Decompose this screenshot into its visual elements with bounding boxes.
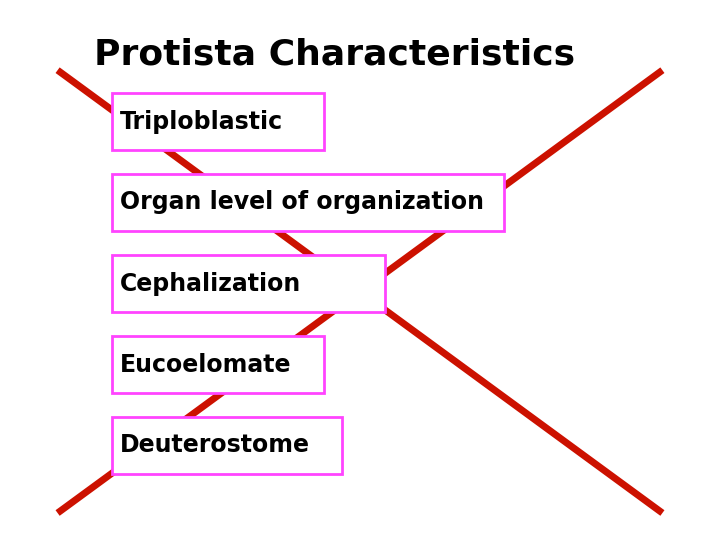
Text: Protista Characteristics: Protista Characteristics — [94, 38, 575, 72]
Text: Triploblastic: Triploblastic — [120, 110, 284, 133]
FancyBboxPatch shape — [112, 174, 504, 231]
FancyBboxPatch shape — [112, 255, 385, 312]
FancyBboxPatch shape — [112, 93, 324, 150]
Text: Eucoelomate: Eucoelomate — [120, 353, 292, 376]
Text: Organ level of organization: Organ level of organization — [120, 191, 485, 214]
FancyBboxPatch shape — [112, 336, 324, 393]
Text: Deuterostome: Deuterostome — [120, 434, 310, 457]
FancyBboxPatch shape — [112, 417, 342, 474]
Text: Cephalization: Cephalization — [120, 272, 302, 295]
